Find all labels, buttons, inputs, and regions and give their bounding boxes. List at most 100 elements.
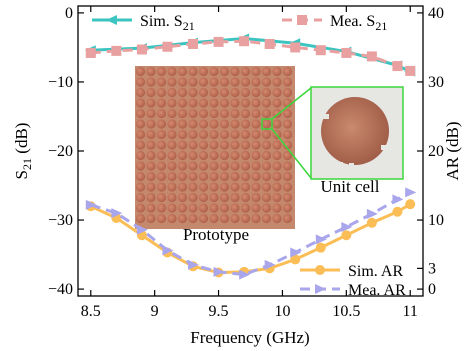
prototype-cell: [146, 192, 156, 203]
prototype-cell: [261, 66, 272, 77]
legend-label: Sim. S21: [140, 13, 195, 33]
prototype-cell: [230, 150, 240, 161]
legend-label: Mea. S21: [330, 13, 387, 33]
prototype-cell: [230, 182, 240, 192]
prototype-cell: [251, 119, 261, 129]
data-point: [264, 259, 276, 270]
legend-marker: [315, 265, 325, 275]
prototype-cell: [188, 98, 198, 108]
prototype-cell: [198, 87, 209, 98]
prototype-cell: [251, 140, 261, 150]
series-layer: [84, 33, 417, 280]
prototype-cell: [188, 182, 198, 192]
prototype-cell: [251, 192, 261, 203]
prototype-cell: [251, 161, 261, 171]
prototype-cell: [219, 108, 230, 119]
prototype-cell: [167, 108, 177, 119]
prototype-cell: [272, 203, 282, 213]
prototype-cell: [282, 119, 293, 129]
prototype-cell: [146, 87, 156, 98]
prototype-cell: [198, 213, 209, 224]
prototype-cell: [251, 98, 261, 108]
prototype-cell: [177, 77, 188, 87]
prototype-cell: [282, 87, 293, 98]
data-point: [366, 208, 378, 219]
prototype-cell: [167, 192, 177, 203]
prototype-cell: [282, 66, 293, 77]
prototype-cell: [272, 150, 282, 161]
prototype-cell: [188, 150, 198, 161]
prototype-cell: [188, 161, 198, 171]
y-right-tick-label: 10: [428, 212, 444, 229]
prototype-cell: [219, 192, 230, 203]
prototype-cell: [209, 171, 219, 182]
prototype-cell: [230, 98, 240, 108]
prototype-cell: [177, 98, 188, 108]
prototype-cell: [282, 203, 293, 213]
prototype-cell: [188, 213, 198, 224]
prototype-cell: [188, 77, 198, 87]
prototype-cell: [230, 66, 240, 77]
prototype-cell: [198, 108, 209, 119]
prototype-cell: [251, 87, 261, 98]
prototype-cell: [146, 203, 156, 213]
legend-label: Mea. AR: [348, 282, 406, 299]
data-point: [136, 44, 147, 55]
prototype-cell: [219, 129, 230, 140]
data-point: [239, 269, 251, 280]
legend-item: Mea. S21: [282, 13, 387, 33]
prototype-cell: [261, 108, 272, 119]
prototype-cell: [135, 129, 146, 140]
prototype-cell: [135, 213, 146, 224]
prototype-cell: [261, 87, 272, 98]
legend-marker: [297, 15, 307, 25]
prototype-cell: [219, 98, 230, 108]
x-tick-label: 9.5: [209, 303, 229, 320]
prototype-cell: [167, 98, 177, 108]
prototype-cell: [146, 150, 156, 161]
prototype-cell: [272, 213, 282, 224]
legend-item: Sim. S21: [92, 13, 195, 33]
data-point: [213, 266, 225, 277]
prototype-cell: [198, 98, 209, 108]
legend-item: Mea. AR: [300, 282, 406, 299]
prototype-cell: [177, 87, 188, 98]
data-point: [366, 51, 377, 62]
prototype-cell: [198, 66, 209, 77]
y-left-tick-label: −40: [48, 281, 73, 298]
data-point: [341, 47, 352, 58]
prototype-cell: [198, 203, 209, 213]
prototype-cell: [188, 119, 198, 129]
prototype-cell: [251, 213, 261, 224]
prototype-cell: [167, 119, 177, 129]
prototype-cell: [177, 140, 188, 150]
series-1: [85, 36, 416, 76]
prototype-cell: [251, 182, 261, 192]
prototype-cell: [272, 161, 282, 171]
prototype-cell: [261, 150, 272, 161]
prototype-cell: [251, 150, 261, 161]
prototype-cell: [272, 119, 282, 129]
prototype-cell: [272, 192, 282, 203]
y-axis-left: 0 −10 −20 −30 −40: [48, 5, 84, 298]
prototype-cell: [167, 77, 177, 87]
series-3: [85, 187, 417, 280]
prototype-cell: [251, 171, 261, 182]
prototype-cell: [219, 119, 230, 129]
prototype-cell: [167, 213, 177, 224]
prototype-cell: [261, 192, 272, 203]
prototype-cell: [156, 203, 167, 213]
prototype-cell: [219, 213, 230, 224]
prototype-cell: [282, 182, 293, 192]
unit-cell-photo: [310, 86, 404, 180]
prototype-cell: [251, 66, 261, 77]
prototype-cell: [219, 66, 230, 77]
prototype-cell: [177, 150, 188, 161]
prototype-cell: [135, 66, 146, 77]
prototype-cell: [156, 182, 167, 192]
prototype-cell: [156, 98, 167, 108]
y-right-tick-label: 0: [428, 281, 436, 298]
